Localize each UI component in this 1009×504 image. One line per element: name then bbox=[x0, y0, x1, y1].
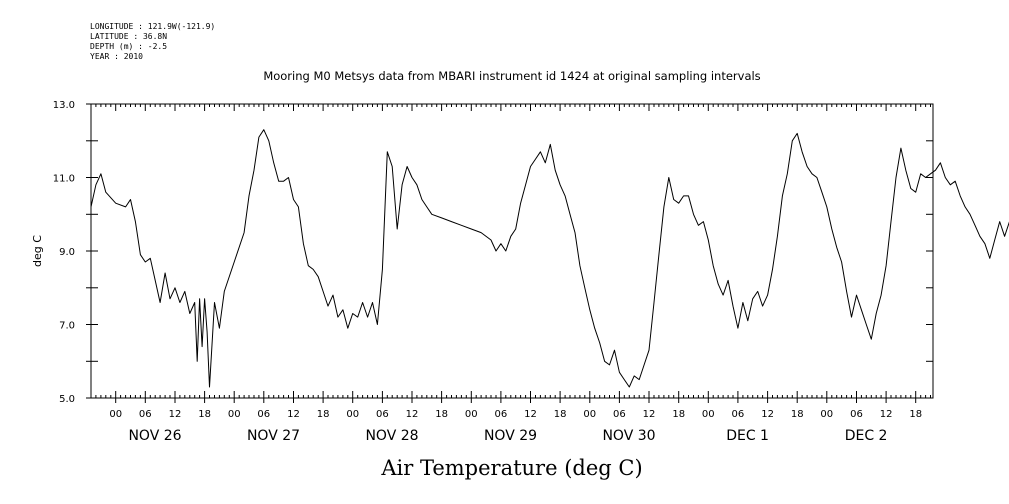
y-tick-label: 11.0 bbox=[53, 174, 75, 185]
x-day-label: DEC 2 bbox=[845, 428, 888, 444]
x-tick-label: 12 bbox=[761, 409, 774, 420]
x-tick-label: 12 bbox=[524, 409, 537, 420]
x-tick-label: 18 bbox=[554, 409, 567, 420]
x-tick-label: 18 bbox=[791, 409, 804, 420]
x-tick-label: 12 bbox=[287, 409, 300, 420]
y-tick-label: 9.0 bbox=[59, 247, 75, 258]
y-axis-label: deg C bbox=[31, 235, 44, 267]
x-tick-label: 12 bbox=[169, 409, 182, 420]
longitude-label: LONGITUDE : 121.9W(-121.9) bbox=[90, 22, 216, 31]
x-day-label: NOV 26 bbox=[128, 428, 181, 444]
x-tick-label: 00 bbox=[228, 409, 241, 420]
chart-title: Mooring M0 Metsys data from MBARI instru… bbox=[263, 69, 760, 83]
x-tick-label: 06 bbox=[732, 409, 745, 420]
x-tick-label: 00 bbox=[583, 409, 596, 420]
x-tick-label: 06 bbox=[850, 409, 863, 420]
x-axis-label: Air Temperature (deg C) bbox=[380, 456, 642, 480]
y-tick-label: 7.0 bbox=[59, 321, 75, 332]
x-day-label: NOV 29 bbox=[484, 428, 537, 444]
year-label: YEAR : 2010 bbox=[90, 52, 143, 61]
x-tick-label: 06 bbox=[613, 409, 626, 420]
x-tick-label: 06 bbox=[139, 409, 152, 420]
plot-frame bbox=[90, 103, 934, 399]
x-tick-label: 18 bbox=[317, 409, 330, 420]
x-tick-label: 12 bbox=[643, 409, 656, 420]
y-tick-label: 5.0 bbox=[59, 394, 75, 405]
x-tick-label: 18 bbox=[435, 409, 448, 420]
x-day-label: DEC 1 bbox=[726, 428, 769, 444]
x-tick-label: 06 bbox=[495, 409, 508, 420]
x-tick-label: 06 bbox=[376, 409, 389, 420]
x-tick-label: 00 bbox=[109, 409, 122, 420]
x-tick-label: 00 bbox=[820, 409, 833, 420]
x-day-label: NOV 27 bbox=[247, 428, 300, 444]
x-day-label: NOV 28 bbox=[365, 428, 418, 444]
x-tick-label: 12 bbox=[406, 409, 419, 420]
x-tick-label: 18 bbox=[909, 409, 922, 420]
x-tick-label: 12 bbox=[880, 409, 893, 420]
x-tick-label: 18 bbox=[672, 409, 685, 420]
x-tick-label: 00 bbox=[465, 409, 478, 420]
x-tick-label: 06 bbox=[257, 409, 270, 420]
y-tick-label: 13.0 bbox=[53, 100, 75, 111]
x-tick-label: 18 bbox=[198, 409, 211, 420]
x-tick-label: 00 bbox=[346, 409, 359, 420]
latitude-label: LATITUDE : 36.8N bbox=[90, 32, 168, 41]
x-day-label: NOV 30 bbox=[602, 428, 655, 444]
depth-label: DEPTH (m) : -2.5 bbox=[90, 42, 168, 51]
header-info: LONGITUDE : 121.9W(-121.9) LATITUDE : 36… bbox=[90, 22, 215, 62]
x-tick-label: 00 bbox=[702, 409, 715, 420]
air-temperature-line bbox=[90, 129, 1009, 388]
